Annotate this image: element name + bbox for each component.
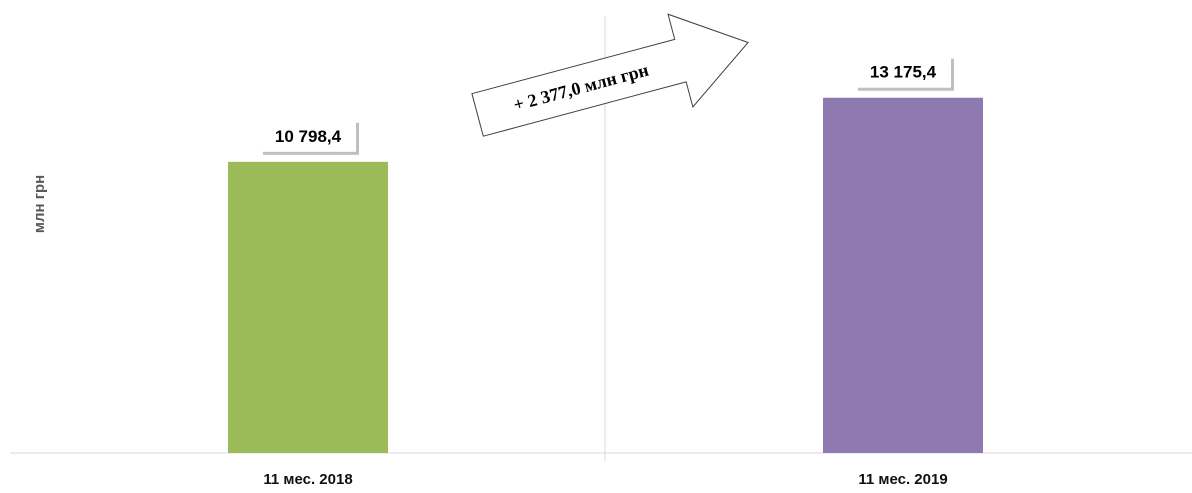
bars xyxy=(228,97,983,454)
data-label-1: 10 798,4 xyxy=(260,119,359,155)
data-label-text: 13 175,4 xyxy=(870,63,937,82)
data-label-box xyxy=(855,55,951,88)
x-tick-label: 11 мес. 2018 xyxy=(263,471,352,488)
bar-2 xyxy=(823,97,983,454)
data-label-box xyxy=(260,119,356,152)
x-tick-labels: 11 мес. 2018 11 мес. 2019 xyxy=(263,471,947,488)
difference-arrow: + 2 377,0 млн грн xyxy=(471,13,749,137)
bar-1 xyxy=(228,161,388,453)
arrow-shape xyxy=(471,13,749,137)
x-tick-label: 11 мес. 2019 xyxy=(858,471,947,488)
data-label-text: 10 798,4 xyxy=(275,127,342,146)
data-labels: 10 798,4 13 175,4 xyxy=(260,55,954,155)
y-axis-title: млн грн xyxy=(31,175,48,233)
data-label-2: 13 175,4 xyxy=(855,55,954,91)
